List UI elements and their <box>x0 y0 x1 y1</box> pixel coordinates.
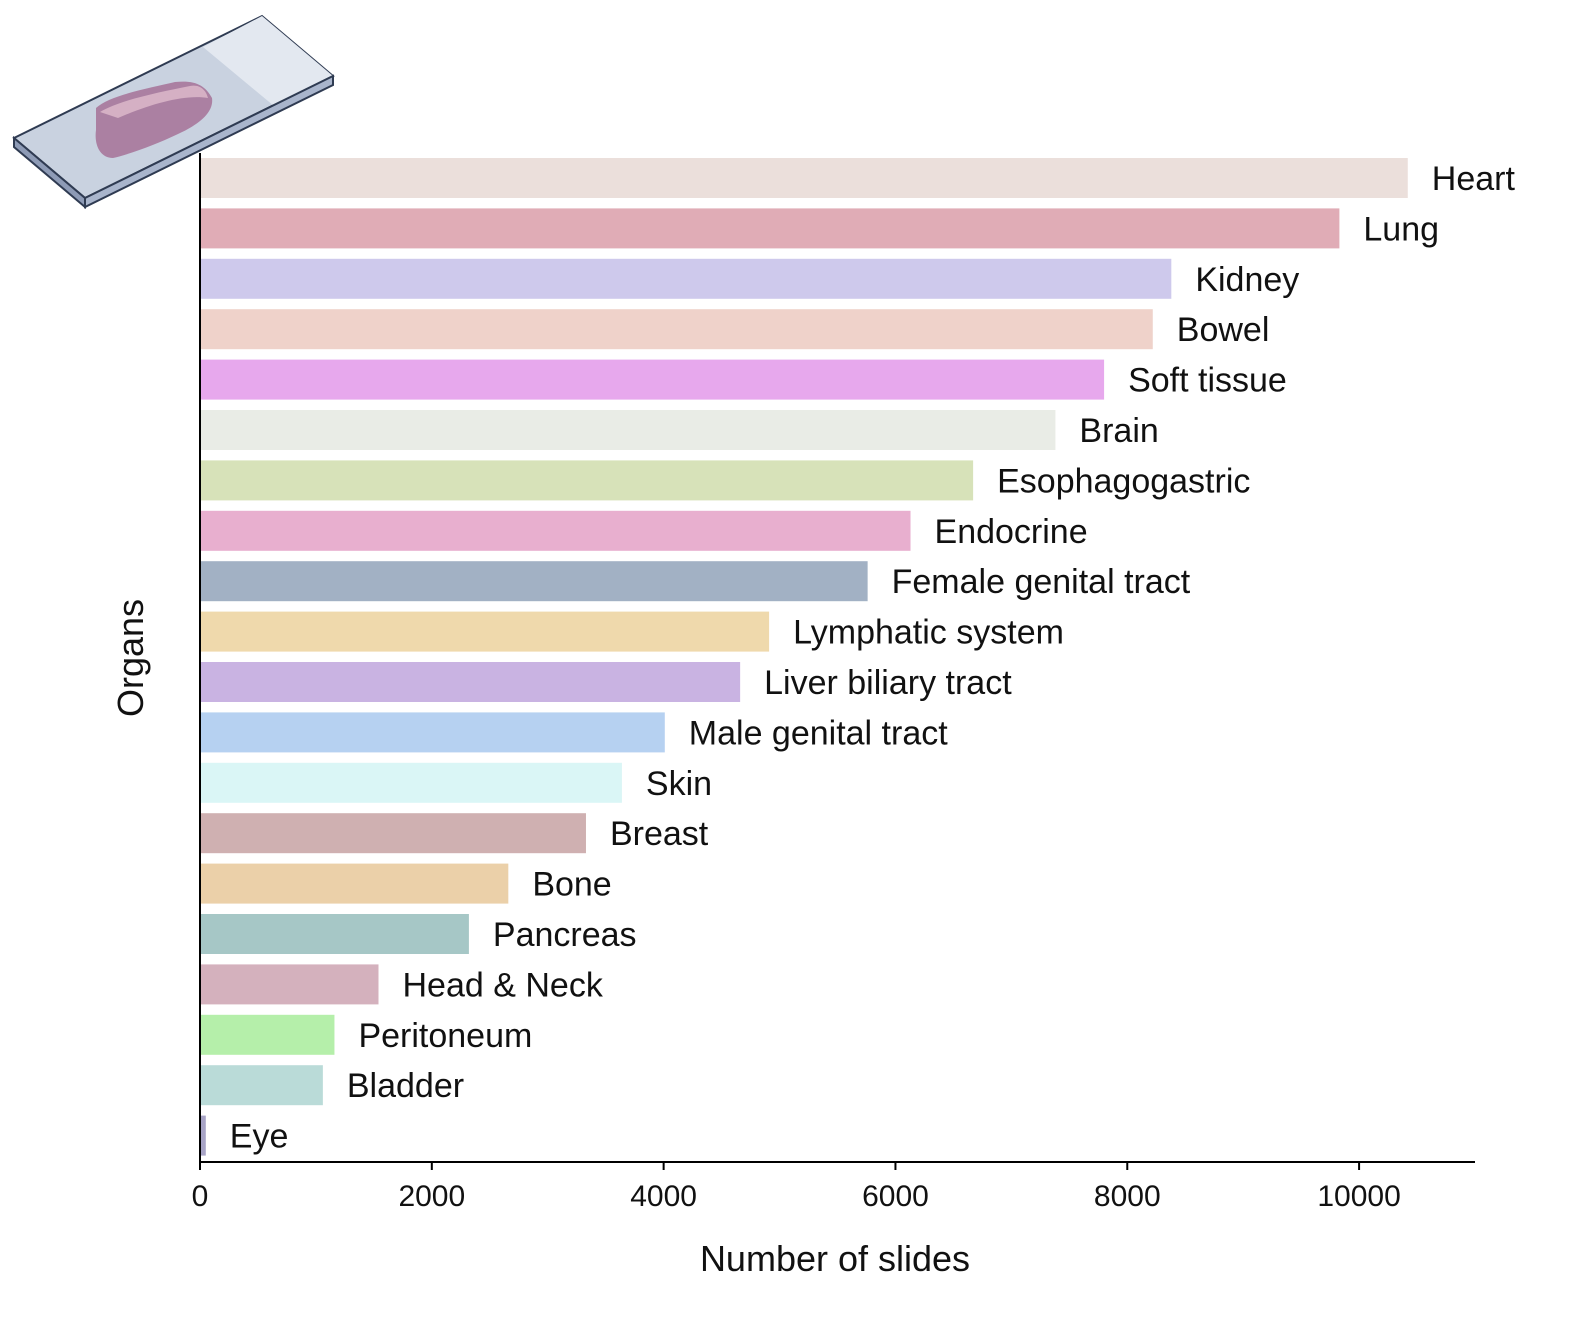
x-ticks-group: 0 2000 4000 6000 8000 10000 <box>192 1162 1401 1213</box>
bar-labels-group: Heart Lung Kidney Bowel Soft tissue Brain Esop… <box>230 160 1516 1156</box>
bar-heart <box>201 158 1408 198</box>
x-tick-label: 6000 <box>862 1180 929 1213</box>
bar-female-genital-tract <box>201 561 868 602</box>
bar-label-lymphatic-system: Lymphatic system <box>793 614 1064 652</box>
bar-eye <box>201 1115 206 1156</box>
bar-endocrine <box>201 510 911 551</box>
y-axis-title: Organs <box>110 599 151 717</box>
bar-bone <box>201 863 509 904</box>
bar-bowel <box>201 309 1153 350</box>
bar-esophagogastric <box>201 460 974 501</box>
bar-head-neck <box>201 964 379 1005</box>
bar-label-pancreas: Pancreas <box>493 916 637 954</box>
x-tick-label: 4000 <box>630 1180 697 1213</box>
bar-male-genital-tract <box>201 712 665 753</box>
bar-lung <box>201 208 1340 249</box>
bar-breast <box>201 813 586 854</box>
bar-label-endocrine: Endocrine <box>935 513 1088 551</box>
bar-label-skin: Skin <box>646 765 712 803</box>
bar-label-bowel: Bowel <box>1177 311 1270 349</box>
bar-label-lung: Lung <box>1363 210 1439 248</box>
bar-label-head-neck: Head & Neck <box>403 966 604 1004</box>
x-tick-label: 0 <box>192 1180 209 1213</box>
bar-bladder <box>201 1065 323 1106</box>
bar-kidney <box>201 258 1172 299</box>
x-tick-label: 8000 <box>1094 1180 1161 1213</box>
bar-liver-biliary-tract <box>201 662 741 702</box>
bar-lymphatic-system <box>201 611 770 652</box>
bar-label-bone: Bone <box>532 866 611 904</box>
bar-label-brain: Brain <box>1079 412 1158 450</box>
bar-skin <box>201 762 622 803</box>
bar-label-bladder: Bladder <box>347 1067 464 1105</box>
bars-group <box>201 158 1408 1156</box>
bar-label-female-genital-tract: Female genital tract <box>892 563 1191 601</box>
bar-label-esophagogastric: Esophagogastric <box>997 462 1250 500</box>
bar-brain <box>201 410 1056 450</box>
bar-label-eye: Eye <box>230 1118 289 1156</box>
x-tick-label: 10000 <box>1317 1180 1400 1213</box>
bar-pancreas <box>201 914 469 954</box>
microscope-slide-icon <box>12 14 335 210</box>
bar-label-kidney: Kidney <box>1195 261 1299 299</box>
bar-label-male-genital-tract: Male genital tract <box>689 714 948 752</box>
bar-peritoneum <box>201 1014 335 1055</box>
bar-soft-tissue <box>201 359 1105 400</box>
bar-label-peritoneum: Peritoneum <box>358 1017 532 1055</box>
bar-label-liver-biliary-tract: Liver biliary tract <box>764 664 1012 702</box>
x-tick-label: 2000 <box>398 1180 465 1213</box>
x-axis-title: Number of slides <box>700 1238 970 1279</box>
bar-label-heart: Heart <box>1432 160 1516 198</box>
bar-label-soft-tissue: Soft tissue <box>1128 362 1287 400</box>
bar-label-breast: Breast <box>610 815 709 853</box>
